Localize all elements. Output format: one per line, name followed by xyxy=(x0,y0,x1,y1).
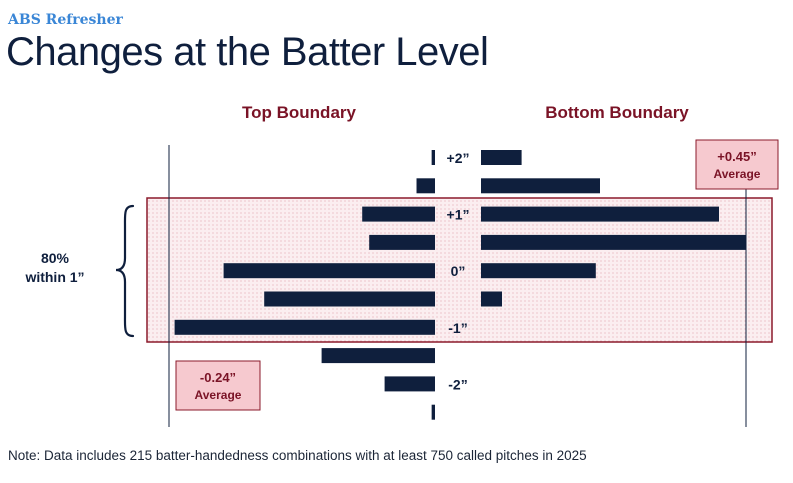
bottom-boundary-header: Bottom Boundary xyxy=(545,103,689,122)
bottom-average-label: Average xyxy=(714,167,761,181)
bottom-boundary-bar-2 xyxy=(481,206,719,222)
top-boundary-bar-1 xyxy=(416,178,435,194)
tick-label: +1” xyxy=(447,207,470,223)
top-average-label: Average xyxy=(195,388,242,402)
row-tick-labels: +2” +1” 0” -1” -2” xyxy=(447,150,470,392)
top-boundary-bar-2 xyxy=(362,206,435,222)
band-percent-label: 80% xyxy=(41,250,70,266)
top-boundary-bar-9 xyxy=(431,404,435,420)
bottom-boundary-bar-3 xyxy=(481,234,746,250)
tick-label: -2” xyxy=(448,376,467,392)
top-boundary-header: Top Boundary xyxy=(242,103,356,122)
top-boundary-bar-4 xyxy=(223,263,435,279)
top-boundary-bars xyxy=(174,150,435,420)
top-boundary-bar-0 xyxy=(431,150,435,165)
footnote: Note: Data includes 215 batter-handednes… xyxy=(8,448,587,463)
bottom-boundary-bar-0 xyxy=(481,150,522,165)
tick-label: +2” xyxy=(447,150,470,166)
bottom-average-callout: +0.45” Average xyxy=(695,139,779,190)
page-title: Changes at the Batter Level xyxy=(6,30,489,74)
top-boundary-bar-5 xyxy=(264,291,435,307)
top-average-value: -0.24” xyxy=(200,370,236,385)
top-boundary-bar-7 xyxy=(321,348,435,364)
band-within-label: within 1” xyxy=(24,269,84,285)
top-boundary-bar-3 xyxy=(369,234,435,250)
kicker-label: ABS Refresher xyxy=(8,12,123,28)
bottom-boundary-bar-1 xyxy=(481,178,600,194)
bottom-average-value: +0.45” xyxy=(717,149,756,164)
bottom-boundary-bar-4 xyxy=(481,263,596,279)
top-boundary-bar-8 xyxy=(384,376,435,392)
band-brace xyxy=(115,204,135,338)
tick-label: 0” xyxy=(451,263,466,279)
bottom-boundary-bar-5 xyxy=(481,291,502,307)
top-average-callout: -0.24” Average xyxy=(175,360,261,411)
tick-label: -1” xyxy=(448,320,467,336)
bottom-boundary-bars xyxy=(481,150,746,307)
top-boundary-bar-6 xyxy=(174,319,435,335)
